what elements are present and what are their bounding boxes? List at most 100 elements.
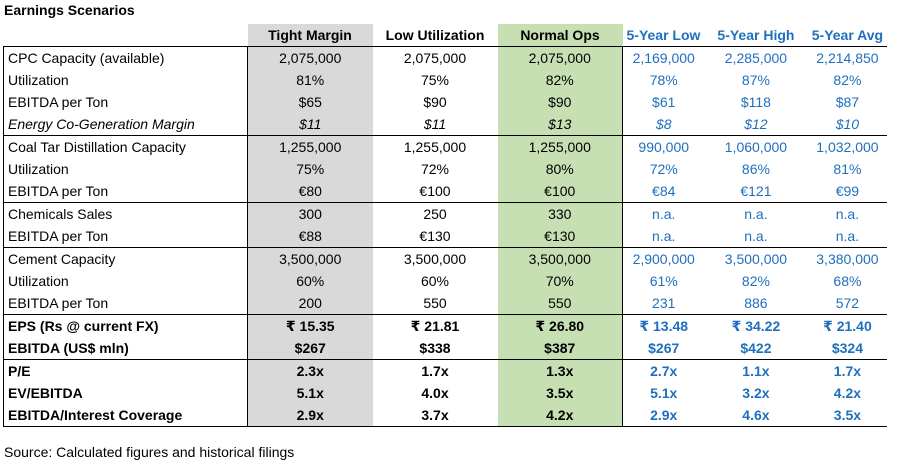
table-cell: 572 (835, 295, 860, 311)
row-label: Energy Co-Generation Margin (3, 113, 248, 136)
row-label: EBITDA per Ton (3, 292, 248, 315)
table-cell: 87% (741, 72, 770, 88)
table-cell: 72% (649, 161, 678, 177)
table-row: Utilization 60% 60% 70% 61% 82% 68% (3, 270, 888, 292)
column-header-tight-margin: Tight Margin (247, 24, 373, 47)
table-row: CPC Capacity (available) 2,075,000 2,075,0… (3, 46, 888, 69)
table-cell: 72% (420, 161, 450, 177)
table-cell: $12 (744, 116, 768, 132)
table-cell: $11 (423, 116, 447, 132)
table-cell: 3,500,000 (247, 247, 373, 270)
table-cell: $324 (831, 340, 863, 356)
table-row: EV/EBITDA 5.1x 4.0x 3.5x 5.1x 3.2x 4.2x (3, 382, 888, 404)
table-cell: 990,000 (622, 135, 705, 158)
table-cell: 550 (423, 295, 447, 311)
table-cell: 82% (833, 72, 862, 88)
table-cell: 82% (741, 273, 770, 289)
table-cell: 2,214,850 (807, 46, 888, 69)
table-row: Chemicals Sales 300 250 330 n.a. n.a. n.a. (3, 202, 888, 225)
table-cell: 78% (649, 72, 678, 88)
table-cell: 81% (833, 161, 862, 177)
table-cell: 330 (497, 202, 623, 225)
table-cell: 200 (247, 292, 373, 315)
table-cell: 82% (497, 69, 623, 91)
table-cell: 300 (247, 202, 373, 225)
table-cell: 1.7x (372, 359, 498, 382)
table-cell: 2.9x (247, 404, 373, 427)
table-cell: n.a. (652, 228, 676, 244)
table-cell: $61 (652, 94, 676, 110)
table-row: Coal Tar Distillation Capacity 1,255,000 1… (3, 135, 888, 158)
table-cell: $422 (740, 340, 772, 356)
table-cell: $387 (497, 337, 623, 360)
table-row: EPS (Rs @ current FX) ₹ 15.35 ₹ 21.81 ₹ 26.… (3, 314, 888, 337)
row-label: P/E (3, 359, 248, 382)
table-cell: 3.5x (807, 404, 888, 427)
table-cell: 2.7x (622, 359, 705, 382)
table-cell: 3,380,000 (807, 247, 888, 270)
table-cell: 3.2x (742, 385, 770, 401)
table-row: Cement Capacity 3,500,000 3,500,000 3,500,0… (3, 247, 888, 270)
row-label: EBITDA/Interest Coverage (3, 404, 248, 427)
table-cell: 60% (247, 270, 373, 292)
table-row: Utilization 75% 72% 80% 72% 86% 81% (3, 158, 888, 180)
table-cell: $267 (648, 340, 680, 356)
table-cell: ₹ 13.48 (622, 314, 705, 337)
table-cell: 4.2x (833, 385, 862, 401)
table-row: EBITDA per Ton 200 550 550 231 886 572 (3, 292, 888, 315)
column-header-normal-ops: Normal Ops (497, 24, 623, 47)
column-header-5yr-avg: 5-Year Avg (807, 24, 888, 47)
table-cell: $11 (247, 113, 373, 136)
table-cell: $90 (423, 94, 447, 110)
table-cell: 68% (833, 273, 862, 289)
table-cell: $87 (835, 94, 860, 110)
column-header-low-utilization: Low Utilization (372, 24, 498, 47)
table-cell: 2,285,000 (704, 46, 808, 69)
table-cell: 886 (744, 295, 768, 311)
column-header-5yr-high: 5-Year High (704, 24, 808, 47)
table-cell: 4.6x (704, 404, 808, 427)
table-cell: 1.1x (704, 359, 808, 382)
table-cell: €99 (835, 183, 860, 199)
table-cell: 2,900,000 (622, 247, 705, 270)
table-cell: 1,032,000 (807, 135, 888, 158)
table-cell: $118 (740, 94, 771, 110)
table-cell: €88 (247, 225, 373, 248)
table-cell: 4.2x (497, 404, 623, 427)
table-row: EBITDA per Ton €88 €130 €130 n.a. n.a. n.a. (3, 225, 888, 248)
table-row: EBITDA (US$ mln) $267 $338 $387 $267 $422 $324 (3, 337, 888, 360)
table-cell: n.a. (744, 228, 768, 244)
table-cell: €130 (497, 225, 623, 248)
row-label: Utilization (3, 69, 248, 91)
table-cell: 3.5x (497, 382, 623, 404)
table-cell: 3,500,000 (497, 247, 623, 270)
table-cell: 1.7x (807, 359, 888, 382)
table-cell: n.a. (704, 202, 808, 225)
table-cell: €84 (652, 183, 676, 199)
table-cell: 75% (420, 72, 450, 88)
row-label: EV/EBITDA (3, 382, 248, 404)
row-label: EPS (Rs @ current FX) (3, 314, 248, 337)
table-cell: 1,255,000 (372, 135, 498, 158)
table-cell: 2,075,000 (372, 46, 498, 69)
table-cell: n.a. (807, 202, 888, 225)
table-cell: 4.0x (421, 385, 449, 401)
table-cell: ₹ 21.40 (807, 314, 888, 337)
table-cell: €100 (419, 183, 451, 199)
table-title: Earnings Scenarios (4, 2, 135, 18)
column-header-5yr-low: 5-Year Low (622, 24, 705, 47)
table-cell: $65 (247, 91, 373, 113)
table-cell: 5.1x (247, 382, 373, 404)
table-row: EBITDA per Ton €80 €100 €100 €84 €121 €99 (3, 180, 888, 203)
row-label: CPC Capacity (available) (3, 46, 248, 69)
row-label: Utilization (3, 270, 248, 292)
table-cell: 75% (247, 158, 373, 180)
table-cell: $10 (835, 116, 860, 132)
table-cell: 2,075,000 (247, 46, 373, 69)
table-cell: 2.9x (622, 404, 705, 427)
table-cell: n.a. (835, 228, 860, 244)
row-label: EBITDA per Ton (3, 91, 248, 113)
table-cell: €100 (497, 180, 623, 203)
table-cell: 1,255,000 (247, 135, 373, 158)
header-row: Tight Margin Low Utilization Normal Ops … (3, 24, 888, 47)
